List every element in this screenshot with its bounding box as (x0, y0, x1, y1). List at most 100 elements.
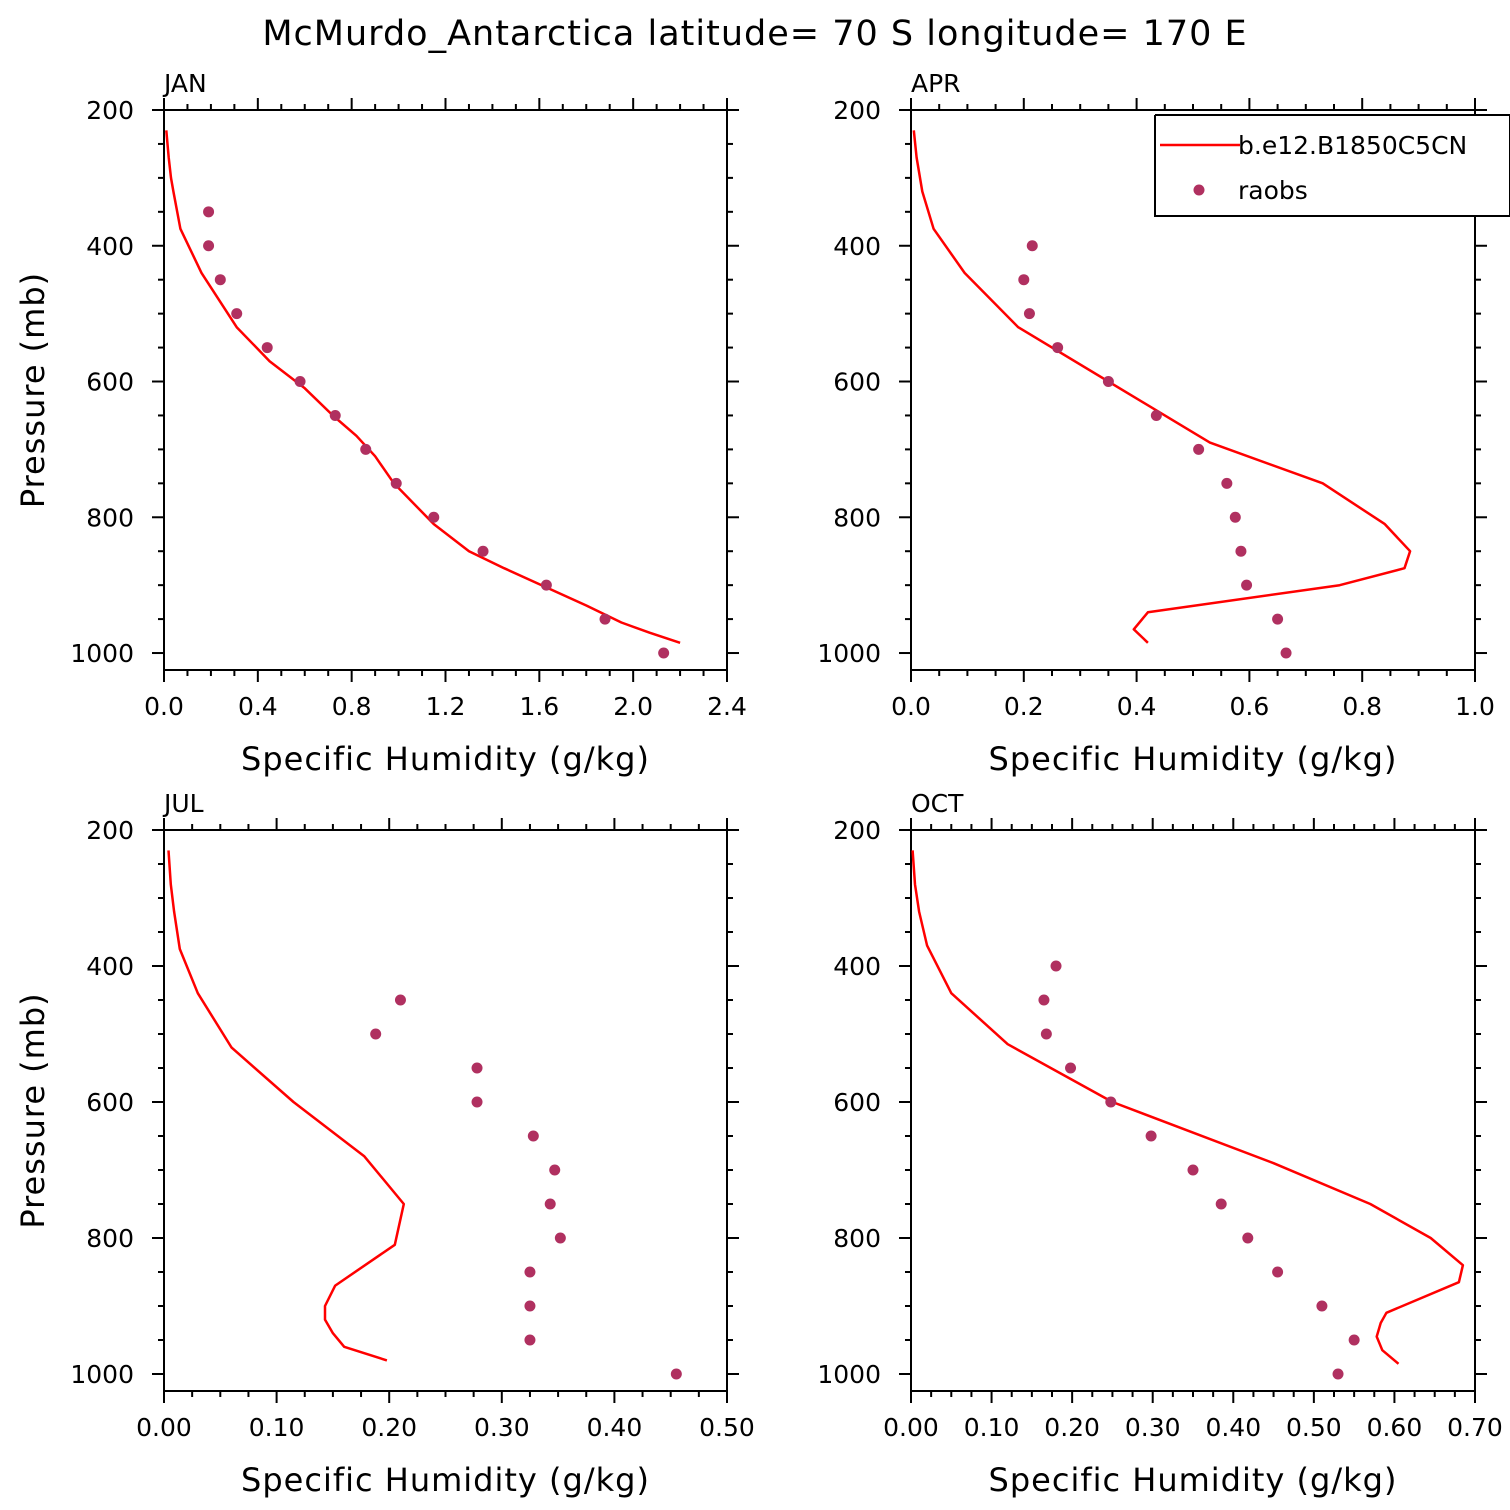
obs-point (428, 511, 440, 523)
month-label: OCT (911, 789, 964, 818)
x-tick-label: 0.30 (1125, 1413, 1181, 1442)
x-tick-label: 0.50 (1286, 1413, 1342, 1442)
x-tick-label: 0.8 (332, 692, 372, 721)
obs-point (471, 1062, 483, 1074)
obs-point (1150, 409, 1162, 421)
legend-obs-swatch (1193, 184, 1205, 196)
obs-point (1102, 376, 1114, 388)
plot-frame (910, 829, 1476, 1392)
obs-point (1221, 477, 1233, 489)
y-tick-label: 200 (833, 816, 881, 845)
obs-point (1332, 1368, 1344, 1380)
obs-point (1038, 994, 1050, 1006)
obs-point (370, 1028, 382, 1040)
x-tick-label: 1.0 (1455, 692, 1495, 721)
legend: b.e12.B1850C5CN raobs (1154, 114, 1510, 217)
obs-point (1026, 240, 1038, 252)
obs-point (658, 647, 670, 659)
obs-point (670, 1368, 682, 1380)
obs-point (477, 545, 489, 557)
y-tick-label: 1000 (70, 1360, 134, 1389)
obs-point (1215, 1198, 1227, 1210)
obs-point (544, 1198, 556, 1210)
x-tick-label: 0.30 (474, 1413, 530, 1442)
obs-point (1065, 1062, 1077, 1074)
x-tick-label: 0.00 (883, 1413, 939, 1442)
y-tick-label: 1000 (817, 639, 881, 668)
legend-model-label: b.e12.B1850C5CN (1238, 131, 1467, 160)
obs-point (1052, 342, 1064, 354)
x-tick-label: 0.40 (587, 1413, 643, 1442)
obs-point (1242, 1232, 1254, 1244)
obs-point (471, 1096, 483, 1108)
panel-oct: OCT 0.00 0.10 0.20 0.30 0.40 0.50 0.60 0.70 200 40… (817, 789, 1502, 1499)
y-tick-label: 1000 (70, 639, 134, 668)
x-tick-label: 1.6 (519, 692, 559, 721)
obs-point (231, 308, 243, 320)
obs-point (1229, 511, 1241, 523)
x-tick-label: 0.10 (249, 1413, 305, 1442)
obs-point (329, 409, 341, 421)
y-tick-label: 800 (86, 1224, 134, 1253)
obs-point (261, 342, 273, 354)
legend-obs-label: raobs (1238, 176, 1308, 205)
obs-point (1187, 1164, 1199, 1176)
y-tick-label: 600 (86, 368, 134, 397)
obs-point (549, 1164, 561, 1176)
model-series-line (911, 850, 1465, 1365)
obs-point (1241, 579, 1253, 591)
panel-jan: JAN 0.0 0.4 0.8 1.2 1.6 2.0 2.4 200 400 600 800 1000… (14, 69, 747, 778)
obs-point (294, 376, 306, 388)
obs-point (394, 994, 406, 1006)
obs-point (1193, 443, 1205, 455)
month-label: JAN (162, 69, 207, 98)
x-axis-label: Specific Humidity (g/kg) (989, 1461, 1398, 1499)
obs-point (554, 1232, 566, 1244)
x-tick-label: 0.20 (1044, 1413, 1100, 1442)
plot-frame (163, 109, 728, 671)
x-tick-label: 0.0 (144, 692, 184, 721)
y-tick-label: 800 (86, 503, 134, 532)
y-tick-label: 200 (833, 96, 881, 125)
obs-point (524, 1334, 536, 1346)
obs-point (1280, 647, 1292, 659)
x-axis-label: Specific Humidity (g/kg) (241, 1461, 650, 1499)
y-axis-label: Pressure (mb) (14, 992, 52, 1228)
y-tick-label: 800 (833, 1224, 881, 1253)
y-tick-label: 400 (86, 232, 134, 261)
y-tick-label: 800 (833, 503, 881, 532)
x-tick-label: 0.50 (699, 1413, 755, 1442)
x-tick-label: 0.20 (361, 1413, 417, 1442)
y-tick-label: 400 (833, 952, 881, 981)
x-tick-label: 0.6 (1230, 692, 1270, 721)
obs-point (360, 443, 372, 455)
x-tick-label: 0.0 (891, 692, 931, 721)
obs-point (1316, 1300, 1328, 1312)
x-tick-label: 0.60 (1367, 1413, 1423, 1442)
obs-point (1235, 545, 1247, 557)
obs-point (1040, 1028, 1052, 1040)
figure-title: McMurdo_Antarctica latitude= 70 S longit… (262, 14, 1247, 54)
y-tick-label: 200 (86, 816, 134, 845)
obs-point (390, 477, 402, 489)
obs-point (1145, 1130, 1157, 1142)
x-tick-label: 0.10 (964, 1413, 1020, 1442)
y-tick-label: 400 (86, 952, 134, 981)
x-tick-label: 0.4 (238, 692, 278, 721)
y-tick-label: 600 (86, 1088, 134, 1117)
y-tick-label: 1000 (817, 1360, 881, 1389)
x-axis-label: Specific Humidity (g/kg) (241, 740, 650, 778)
obs-point (1018, 274, 1030, 286)
y-tick-label: 400 (833, 232, 881, 261)
obs-point (1105, 1096, 1117, 1108)
obs-point (1272, 613, 1284, 625)
y-axis-label: Pressure (mb) (14, 272, 52, 508)
model-series-line (912, 130, 1412, 644)
panel-apr: APR 0.0 0.2 0.4 0.6 0.8 1.0 200 400 600 800 1000 Spe… (817, 69, 1510, 778)
y-tick-label: 600 (833, 368, 881, 397)
obs-point (527, 1130, 539, 1142)
month-label: JUL (162, 789, 204, 818)
x-tick-label: 0.2 (1004, 692, 1044, 721)
x-tick-label: 0.8 (1342, 692, 1382, 721)
obs-point (1272, 1266, 1284, 1278)
